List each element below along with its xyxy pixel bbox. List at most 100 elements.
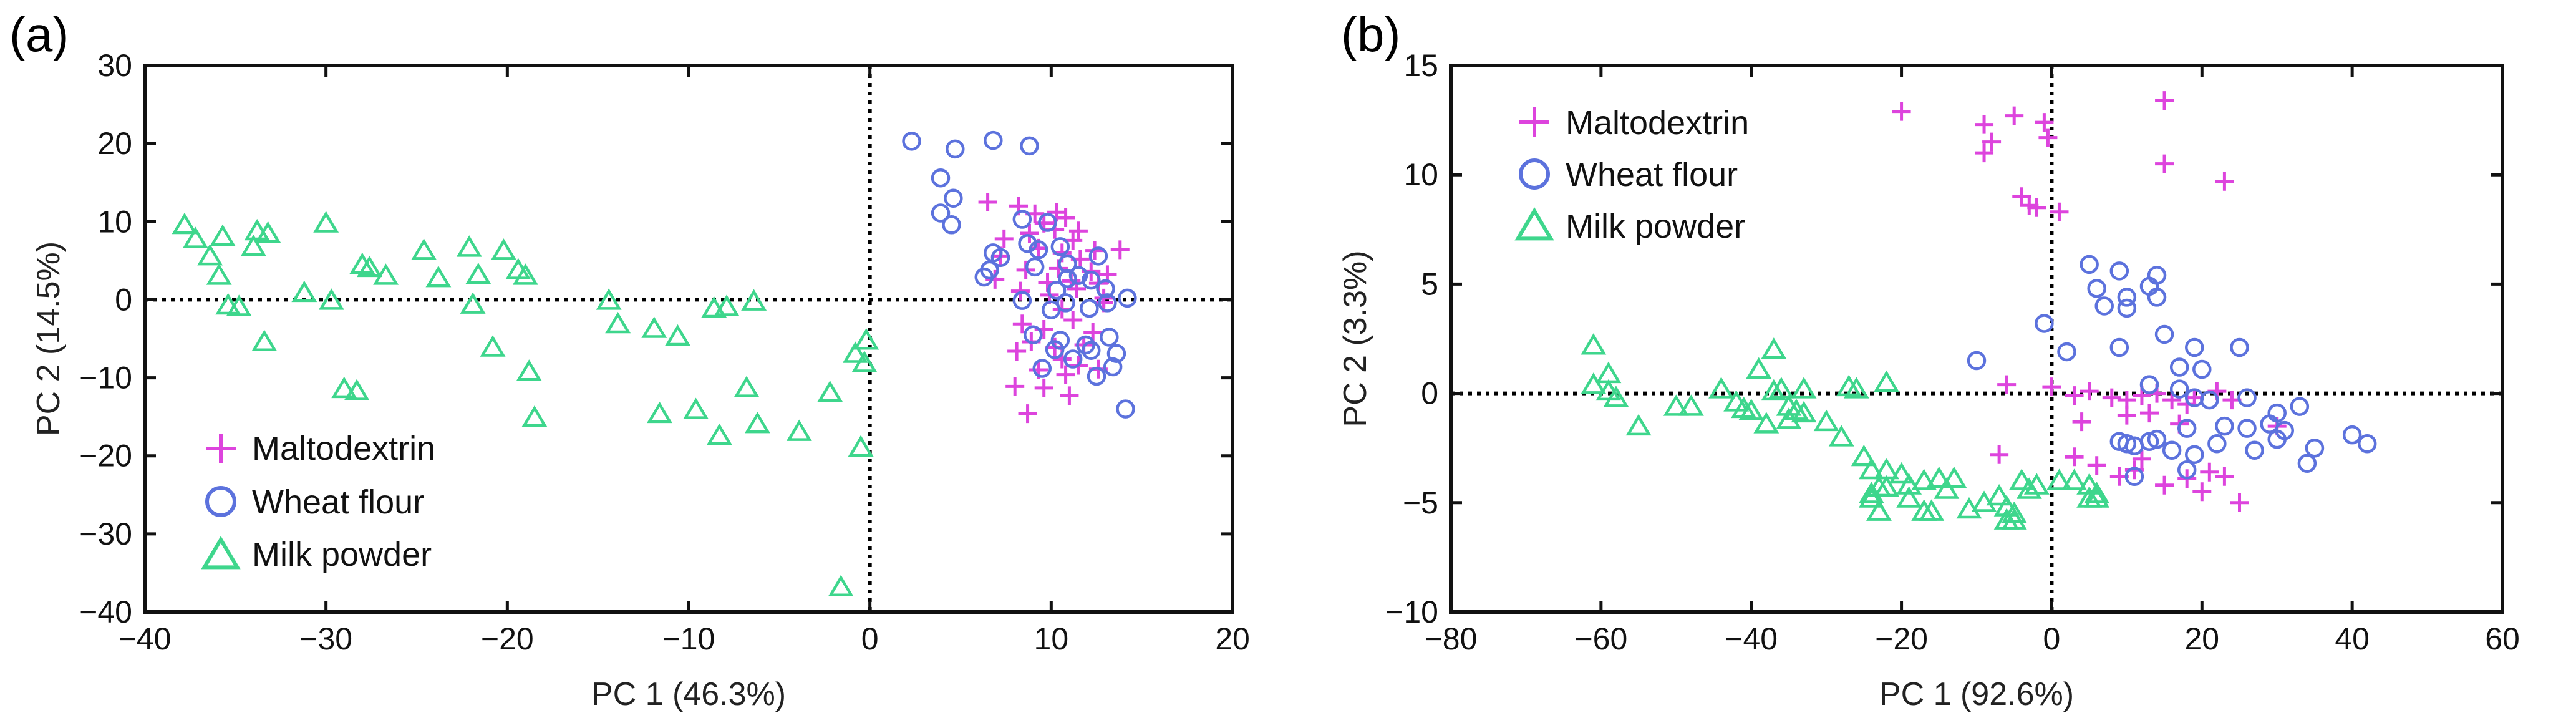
wheat-flour-point (2109, 261, 2129, 281)
x-tick-label: 60 (2485, 621, 2520, 656)
x-tick-label: −20 (481, 621, 534, 656)
maltodextrin-point (1982, 132, 2002, 152)
legend-wheat-flour-label: Wheat flour (1566, 156, 1738, 193)
wheat-flour-point (1012, 210, 1032, 229)
milk-powder-point (1746, 357, 1772, 379)
milk-powder-point (465, 262, 491, 284)
maltodextrin-point (2038, 128, 2058, 147)
legend-maltodextrin-label: Maltodextrin (1566, 104, 1749, 142)
maltodextrin-point (2155, 91, 2174, 110)
milk-powder-point (1889, 462, 1915, 484)
milk-powder-point (331, 376, 357, 399)
maltodextrin-point (994, 229, 1014, 248)
wheat-flour-point (2184, 337, 2204, 357)
wheat-flour-point (2139, 375, 2159, 394)
y-tick-label: 5 (1421, 266, 1438, 301)
maltodextrin-point (2200, 462, 2219, 482)
maltodextrin-point (1056, 365, 1075, 384)
milk-powder-point (1919, 499, 1945, 521)
maltodextrin-point (1975, 143, 1994, 163)
legend-maltodextrin-icon (206, 434, 236, 463)
milk-powder-point (2008, 468, 2035, 490)
wheat-flour-point (1098, 293, 1117, 313)
legend-milk-powder-symbol (201, 536, 241, 570)
milk-powder-point (1791, 400, 1817, 423)
milk-powder-point (734, 376, 760, 397)
milk-powder-point (828, 575, 854, 596)
legend-maltodextrin-icon (1519, 107, 1549, 137)
wheat-flour-point (2245, 440, 2264, 460)
y-tick-label: 20 (97, 126, 132, 161)
panel-a-ticks: −40 −30 −20 −10 0 10 20 −40 −30 −20 −10 0 10 20 30 (79, 48, 1250, 656)
maltodextrin-point (2050, 202, 2069, 221)
maltodextrin-point (978, 193, 997, 211)
maltodextrin-point (1990, 445, 2009, 464)
wheat-flour-point (2184, 445, 2204, 464)
maltodextrin-point (2005, 106, 2024, 125)
milk-powder-point (1663, 394, 1689, 416)
milk-powder-point (2061, 468, 2088, 490)
wheat-flour-point (2342, 425, 2362, 445)
wheat-flour-point (1050, 237, 1070, 256)
x-tick-label: −60 (1574, 621, 1627, 656)
maltodextrin-point (1110, 240, 1130, 260)
y-tick-label: 10 (1403, 157, 1438, 192)
x-tick-label: −20 (1875, 621, 1928, 656)
wheat-flour-point (1096, 279, 1115, 299)
maltodextrin-point (2139, 404, 2159, 423)
panel-b-zero-lines (1451, 66, 2502, 612)
x-tick-label: 10 (1034, 621, 1069, 656)
maltodextrin-point (1034, 378, 1053, 397)
wheat-flour-point (1080, 298, 1099, 318)
milk-powder-point (2076, 473, 2103, 495)
milk-powder-point (1896, 486, 1922, 508)
milk-powder-point (1708, 377, 1734, 399)
wheat-flour-point (2200, 390, 2219, 410)
milk-powder-point (356, 255, 382, 278)
x-tick-label: 20 (1215, 621, 1250, 656)
wheat-flour-point (1047, 281, 1067, 300)
milk-powder-point (1926, 466, 1952, 488)
panel-a-legend: Maltodextrin Wheat flour Milk powder (201, 430, 435, 573)
wheat-flour-point (1042, 300, 1061, 319)
milk-powder-point (641, 316, 667, 338)
milk-powder-point (1858, 457, 1884, 480)
wheat-flour-point (946, 139, 965, 159)
maltodextrin-point (2020, 196, 2039, 215)
x-tick-label: −10 (662, 621, 715, 656)
wheat-flour-point (1045, 340, 1065, 359)
wheat-flour-point (2080, 255, 2099, 274)
wheat-flour-point (2139, 432, 2159, 451)
wheat-flour-point (2169, 379, 2189, 399)
maltodextrin-point (1085, 241, 1105, 260)
wheat-flour-point (2117, 434, 2137, 454)
y-tick-label: −20 (79, 439, 132, 473)
milk-powder-point (596, 288, 622, 310)
wheat-flour-point (1024, 325, 1043, 344)
milk-powder-point (521, 405, 548, 427)
milk-powder-point (1768, 377, 1794, 399)
wheat-flour-point (2290, 397, 2310, 416)
wheat-flour-point (2177, 460, 2197, 480)
milk-powder-point (1581, 333, 1607, 355)
maltodextrin-point (2087, 456, 2106, 475)
maltodextrin-point (2035, 113, 2054, 132)
milk-powder-point (842, 341, 868, 363)
wheat-flour-point (1106, 344, 1126, 364)
y-tick-label: −10 (1385, 595, 1438, 629)
legend-maltodextrin-symbol (1519, 107, 1549, 137)
wheat-flour-point (984, 130, 1003, 150)
y-tick-label: 0 (1421, 376, 1438, 411)
y-tick-label: 15 (1403, 48, 1438, 83)
milk-powder-point (512, 263, 538, 285)
maltodextrin-point (1975, 115, 1994, 134)
milk-powder-point (206, 263, 232, 285)
milk-powder-point (2084, 486, 2110, 508)
milk-powder-point (226, 294, 252, 316)
milk-powder-point (1934, 477, 1960, 499)
legend-wheat-flour-symbol (1519, 158, 1550, 190)
milk-powder-point (411, 238, 437, 260)
wheat-flour-point (2237, 419, 2257, 438)
milk-powder-point (1874, 457, 1899, 480)
milk-powder-point (1813, 409, 1839, 432)
